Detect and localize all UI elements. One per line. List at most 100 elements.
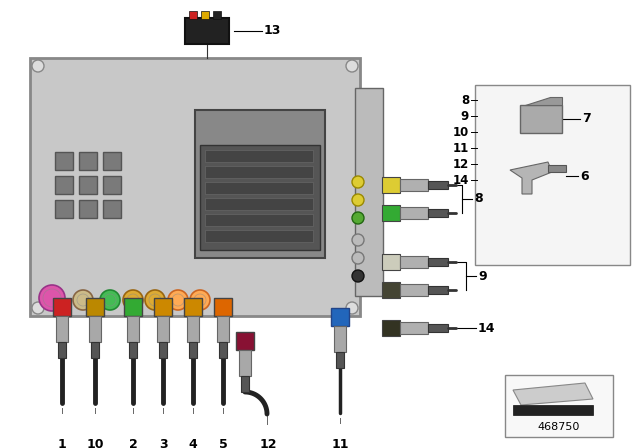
- Circle shape: [39, 285, 65, 311]
- Bar: [157, 316, 169, 342]
- Circle shape: [194, 294, 206, 306]
- Bar: [400, 284, 428, 296]
- Bar: [205, 166, 313, 178]
- Text: 13: 13: [264, 25, 282, 38]
- Bar: [200, 145, 320, 250]
- Text: 10: 10: [86, 438, 104, 448]
- Circle shape: [100, 290, 120, 310]
- Polygon shape: [510, 162, 552, 194]
- Bar: [400, 256, 428, 268]
- Bar: [520, 105, 562, 133]
- Circle shape: [123, 290, 143, 310]
- Bar: [219, 342, 227, 358]
- Text: 14: 14: [478, 322, 495, 335]
- Text: 2: 2: [129, 438, 138, 448]
- Text: 11: 11: [332, 438, 349, 448]
- Circle shape: [352, 234, 364, 246]
- Bar: [79, 152, 97, 170]
- Bar: [205, 150, 313, 162]
- Bar: [331, 308, 349, 326]
- Bar: [58, 342, 66, 358]
- Bar: [428, 324, 448, 332]
- Bar: [382, 177, 400, 193]
- Bar: [236, 332, 254, 350]
- Bar: [55, 200, 73, 218]
- Text: 6: 6: [580, 169, 589, 182]
- Bar: [214, 298, 232, 316]
- Circle shape: [32, 302, 44, 314]
- Bar: [382, 320, 400, 336]
- Circle shape: [32, 60, 44, 72]
- Bar: [428, 209, 448, 217]
- Bar: [184, 298, 202, 316]
- Bar: [505, 375, 613, 437]
- Bar: [205, 214, 313, 226]
- Bar: [205, 198, 313, 210]
- Circle shape: [43, 289, 61, 307]
- Bar: [129, 342, 137, 358]
- Bar: [55, 152, 73, 170]
- Bar: [382, 254, 400, 270]
- Bar: [187, 316, 199, 342]
- Bar: [56, 316, 68, 342]
- Text: 9: 9: [478, 270, 486, 283]
- Text: 10: 10: [452, 125, 469, 138]
- Text: 3: 3: [159, 438, 167, 448]
- Bar: [400, 322, 428, 334]
- Bar: [428, 286, 448, 294]
- Text: 11: 11: [452, 142, 469, 155]
- Circle shape: [127, 294, 139, 306]
- Bar: [400, 179, 428, 191]
- Circle shape: [149, 294, 161, 306]
- Bar: [185, 18, 229, 44]
- Polygon shape: [525, 97, 562, 105]
- Text: 8: 8: [474, 193, 483, 206]
- Bar: [382, 205, 400, 221]
- Polygon shape: [513, 405, 593, 415]
- Text: 14: 14: [452, 173, 469, 186]
- Bar: [159, 342, 167, 358]
- Bar: [201, 11, 209, 19]
- Circle shape: [168, 290, 188, 310]
- Bar: [189, 342, 197, 358]
- Polygon shape: [513, 383, 593, 405]
- Bar: [89, 316, 101, 342]
- Bar: [355, 88, 383, 296]
- Bar: [53, 298, 71, 316]
- Bar: [428, 181, 448, 189]
- Circle shape: [346, 302, 358, 314]
- Bar: [91, 342, 99, 358]
- Text: 9: 9: [461, 109, 469, 122]
- Circle shape: [346, 60, 358, 72]
- Bar: [79, 200, 97, 218]
- Circle shape: [352, 176, 364, 188]
- Bar: [213, 11, 221, 19]
- Bar: [205, 230, 313, 242]
- Text: 12: 12: [259, 438, 276, 448]
- Bar: [86, 298, 104, 316]
- Circle shape: [352, 252, 364, 264]
- Circle shape: [104, 294, 116, 306]
- Bar: [400, 207, 428, 219]
- Text: 12: 12: [452, 158, 469, 171]
- Bar: [103, 152, 121, 170]
- Circle shape: [172, 294, 184, 306]
- Text: 1: 1: [58, 438, 67, 448]
- Text: 5: 5: [219, 438, 227, 448]
- Text: 468750: 468750: [538, 422, 580, 432]
- Text: 4: 4: [189, 438, 197, 448]
- Bar: [189, 11, 197, 19]
- Bar: [334, 326, 346, 352]
- Circle shape: [77, 294, 89, 306]
- Bar: [428, 258, 448, 266]
- Bar: [336, 352, 344, 368]
- Bar: [127, 316, 139, 342]
- Text: 8: 8: [461, 94, 469, 107]
- Circle shape: [73, 290, 93, 310]
- Bar: [217, 316, 229, 342]
- Circle shape: [352, 270, 364, 282]
- Text: 7: 7: [582, 112, 591, 125]
- Bar: [103, 200, 121, 218]
- Circle shape: [352, 194, 364, 206]
- Bar: [124, 298, 142, 316]
